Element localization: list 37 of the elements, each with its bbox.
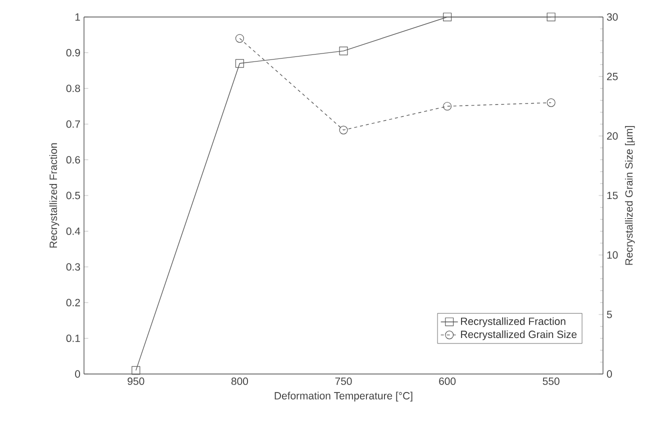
y-tick-label: 0.4 — [66, 228, 80, 235]
x-tick-label: 550 — [542, 378, 560, 385]
point — [443, 12, 452, 22]
x-tick-label: 600 — [439, 378, 456, 385]
y-tick-label: 0.7 — [66, 120, 80, 128]
point — [546, 98, 556, 107]
y-tick-label: 0.9 — [66, 49, 80, 56]
x-tick-label: 750 — [335, 378, 352, 385]
y-tick-label: 0.2 — [66, 298, 80, 306]
y2-tick-label: 0 — [606, 370, 612, 378]
y2-tick-label: 20 — [607, 132, 618, 140]
point — [546, 12, 556, 22]
y-tick-label: 0.1 — [66, 334, 80, 342]
y-tick-label: 0.3 — [66, 263, 80, 271]
point — [339, 126, 348, 134]
point — [132, 366, 140, 375]
legend-label: Recrystallized Fraction — [461, 317, 566, 328]
y-tick-label: 1 — [75, 13, 80, 21]
x-tick-label: 950 — [128, 378, 144, 385]
x-tick-label: 800 — [231, 378, 248, 385]
point — [235, 34, 244, 43]
point — [443, 102, 452, 111]
y2-axis-title: Recrystallized Grain Size [µm] — [625, 126, 635, 265]
point — [339, 46, 348, 56]
y-tick-label: 0 — [75, 370, 80, 378]
y-axis-title: Recrystallized Fraction — [49, 143, 60, 248]
x-axis-title: Deformation Temperature [°C] — [274, 392, 412, 402]
y-tick-label: 0.8 — [66, 84, 80, 92]
y2-tick-label: 25 — [607, 72, 618, 80]
y2-tick-label: 15 — [607, 192, 618, 200]
y2-tick-label: 10 — [607, 251, 618, 259]
y-tick-label: 0.6 — [66, 156, 80, 164]
y2-tick-label: 5 — [606, 310, 612, 318]
legend-label: Recrystallized Grain Size — [461, 330, 577, 340]
y-tick-label: 0.5 — [66, 192, 80, 200]
y2-tick-label: 30 — [606, 13, 618, 21]
point — [235, 59, 244, 68]
